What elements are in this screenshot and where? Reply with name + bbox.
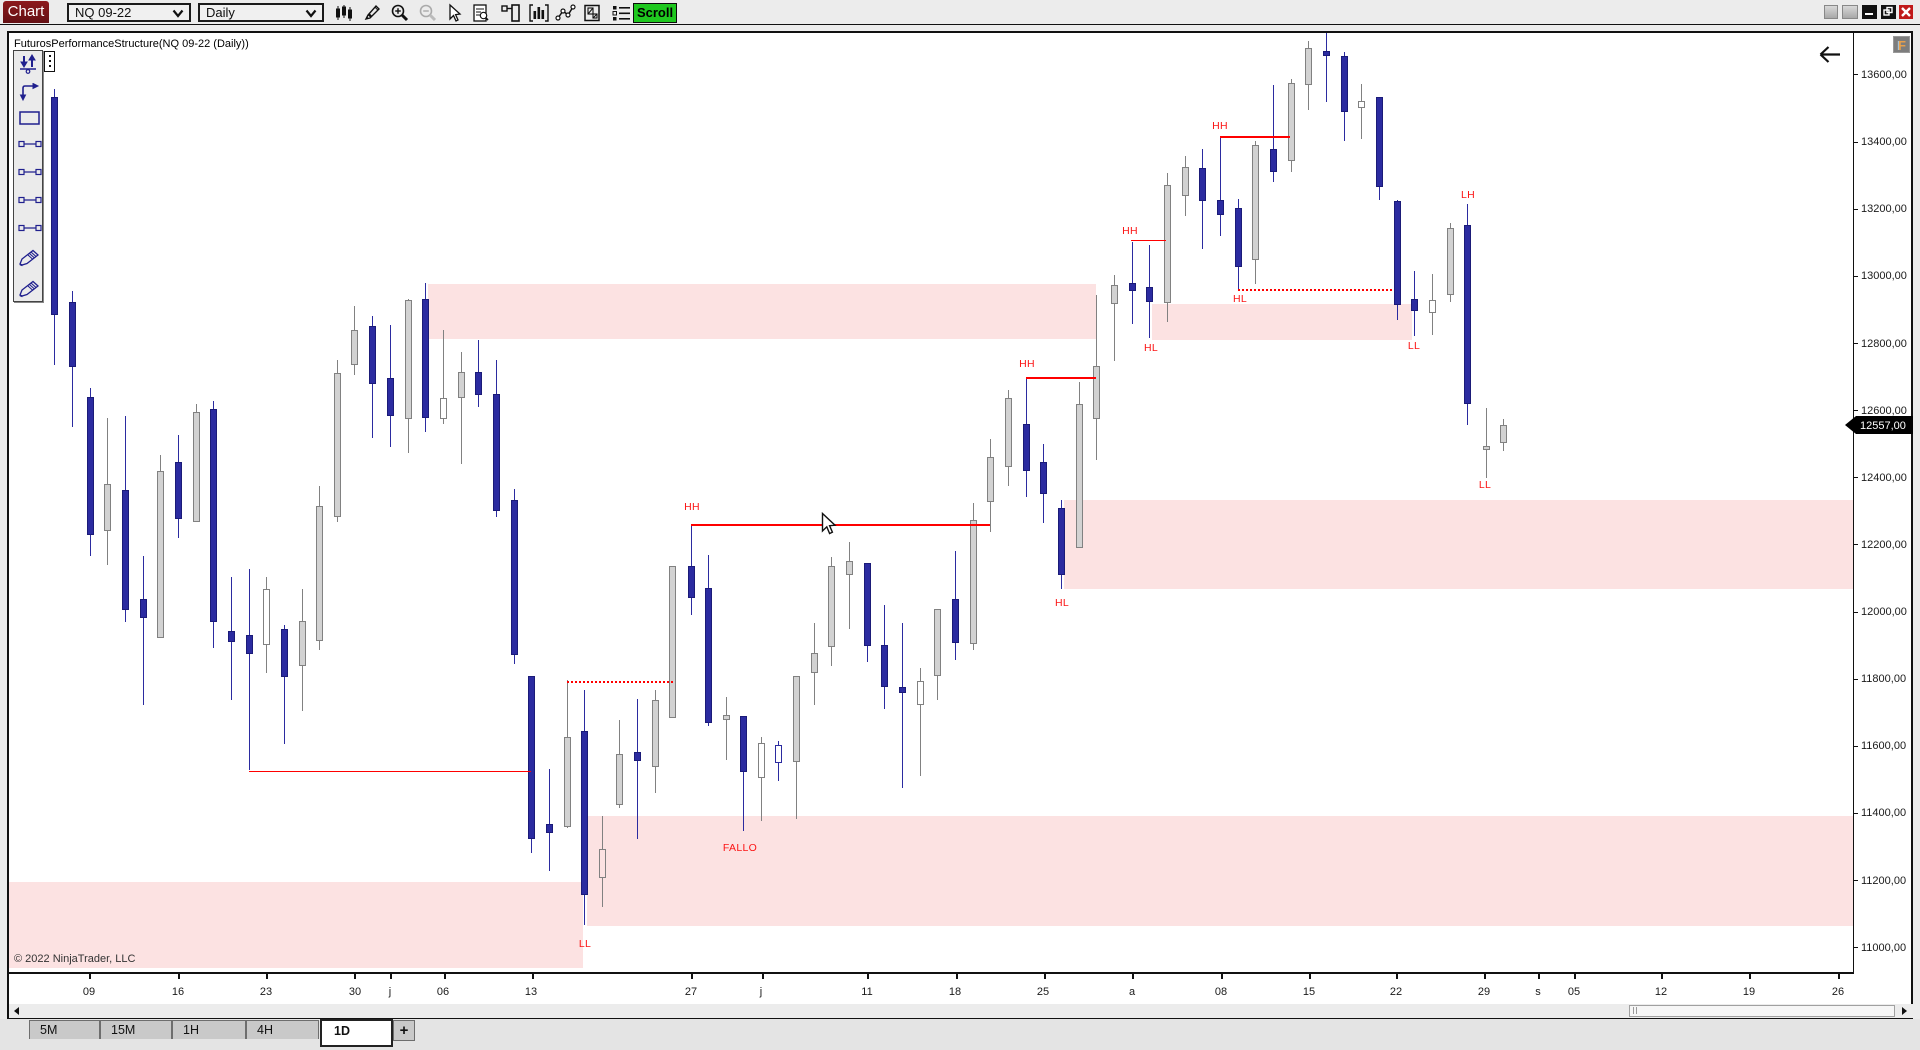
- svg-text:12557,00: 12557,00: [1860, 420, 1906, 432]
